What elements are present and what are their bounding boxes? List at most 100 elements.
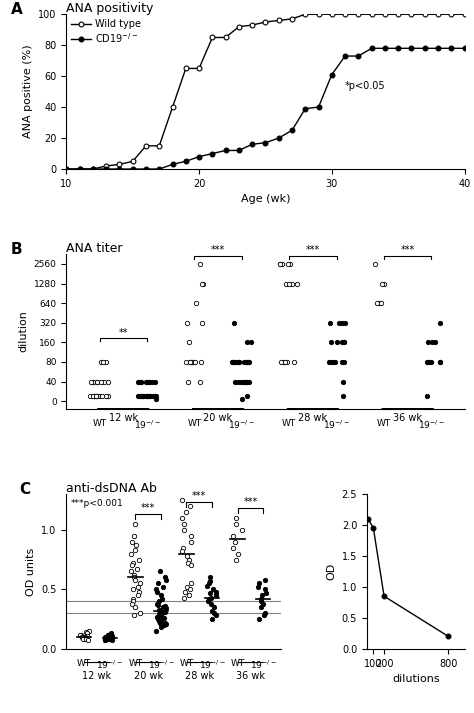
Point <box>89 391 97 402</box>
Point <box>242 356 249 368</box>
CD19$^{-/-}$ <box>170 160 175 169</box>
Point <box>237 376 245 387</box>
Point <box>373 297 381 309</box>
Point <box>131 574 138 585</box>
Point <box>262 607 269 619</box>
Point <box>145 376 153 387</box>
CD19$^{-/-}$ <box>263 138 268 147</box>
CD19$^{-/-}$ <box>395 44 401 53</box>
Point <box>130 569 137 580</box>
Point <box>277 356 285 368</box>
Y-axis label: OD: OD <box>326 563 336 580</box>
Point <box>338 337 346 348</box>
Wild type <box>130 157 136 165</box>
Point <box>437 356 444 368</box>
Point <box>185 590 193 601</box>
Point <box>162 574 169 585</box>
Point <box>229 542 237 553</box>
Point <box>257 593 264 605</box>
Point <box>108 630 116 642</box>
Point <box>243 376 250 387</box>
Point <box>208 598 215 610</box>
Point <box>380 278 388 289</box>
Point <box>229 530 237 541</box>
Point <box>230 356 237 368</box>
Point <box>92 391 100 402</box>
Point <box>189 356 196 368</box>
Point <box>128 536 136 548</box>
Y-axis label: OD units: OD units <box>26 548 36 595</box>
Point <box>242 376 250 387</box>
Text: ***p<0.001: ***p<0.001 <box>71 498 123 508</box>
Text: *p<0.05: *p<0.05 <box>345 81 386 91</box>
Point <box>106 632 113 644</box>
Line: CD19$^{-/-}$: CD19$^{-/-}$ <box>64 46 467 171</box>
Wild type <box>289 15 295 24</box>
Point <box>255 578 263 589</box>
Point <box>278 258 285 270</box>
Point <box>131 602 138 613</box>
Point <box>84 635 91 646</box>
Point <box>262 588 270 599</box>
Text: ANA titer: ANA titer <box>66 242 123 255</box>
Point <box>423 356 430 368</box>
Point <box>428 337 436 348</box>
Point <box>192 297 200 309</box>
Point <box>183 317 191 329</box>
Point <box>341 317 348 329</box>
Point <box>77 629 84 640</box>
Wild type <box>329 10 335 19</box>
CD19$^{-/-}$ <box>156 165 162 173</box>
Point <box>151 391 158 402</box>
Point <box>104 376 112 387</box>
Point <box>208 613 215 625</box>
Point <box>334 337 341 348</box>
CD19$^{-/-}$ <box>409 44 414 53</box>
Point <box>328 356 335 368</box>
Point <box>206 572 214 583</box>
CD19$^{-/-}$ <box>103 165 109 173</box>
Text: A: A <box>10 2 22 17</box>
Point <box>101 635 109 646</box>
Point <box>128 565 135 577</box>
Point <box>90 391 97 402</box>
Point <box>93 376 101 387</box>
Wild type <box>143 142 149 150</box>
Text: C: C <box>19 482 30 497</box>
Point <box>153 611 161 622</box>
Y-axis label: dilution: dilution <box>18 311 28 352</box>
Point <box>235 548 242 559</box>
Point <box>161 617 169 628</box>
Point <box>131 544 138 555</box>
Point <box>98 391 105 402</box>
Wild type <box>90 165 96 173</box>
Point <box>137 391 145 402</box>
CD19$^{-/-}$ <box>435 44 441 53</box>
Point <box>105 631 113 642</box>
Point <box>181 524 188 535</box>
Text: 12 wk: 12 wk <box>82 672 111 682</box>
Point <box>127 548 135 559</box>
Point <box>87 376 95 387</box>
Point <box>101 634 109 645</box>
Point <box>338 317 346 329</box>
Point <box>132 540 140 551</box>
CD19$^{-/-}$ <box>117 165 122 173</box>
Wild type <box>263 18 268 26</box>
Point <box>178 494 186 506</box>
Point <box>135 554 143 565</box>
Point <box>157 622 164 633</box>
Point <box>186 501 193 512</box>
Point <box>327 337 334 348</box>
Point <box>153 584 160 595</box>
Point <box>87 391 94 402</box>
Point <box>232 554 239 565</box>
Point <box>261 610 268 621</box>
Point <box>286 258 293 270</box>
Text: ***: *** <box>141 503 155 513</box>
Wild type <box>249 21 255 29</box>
Point <box>276 258 284 270</box>
Point <box>280 356 288 368</box>
Point <box>161 606 168 617</box>
Point <box>103 634 110 645</box>
